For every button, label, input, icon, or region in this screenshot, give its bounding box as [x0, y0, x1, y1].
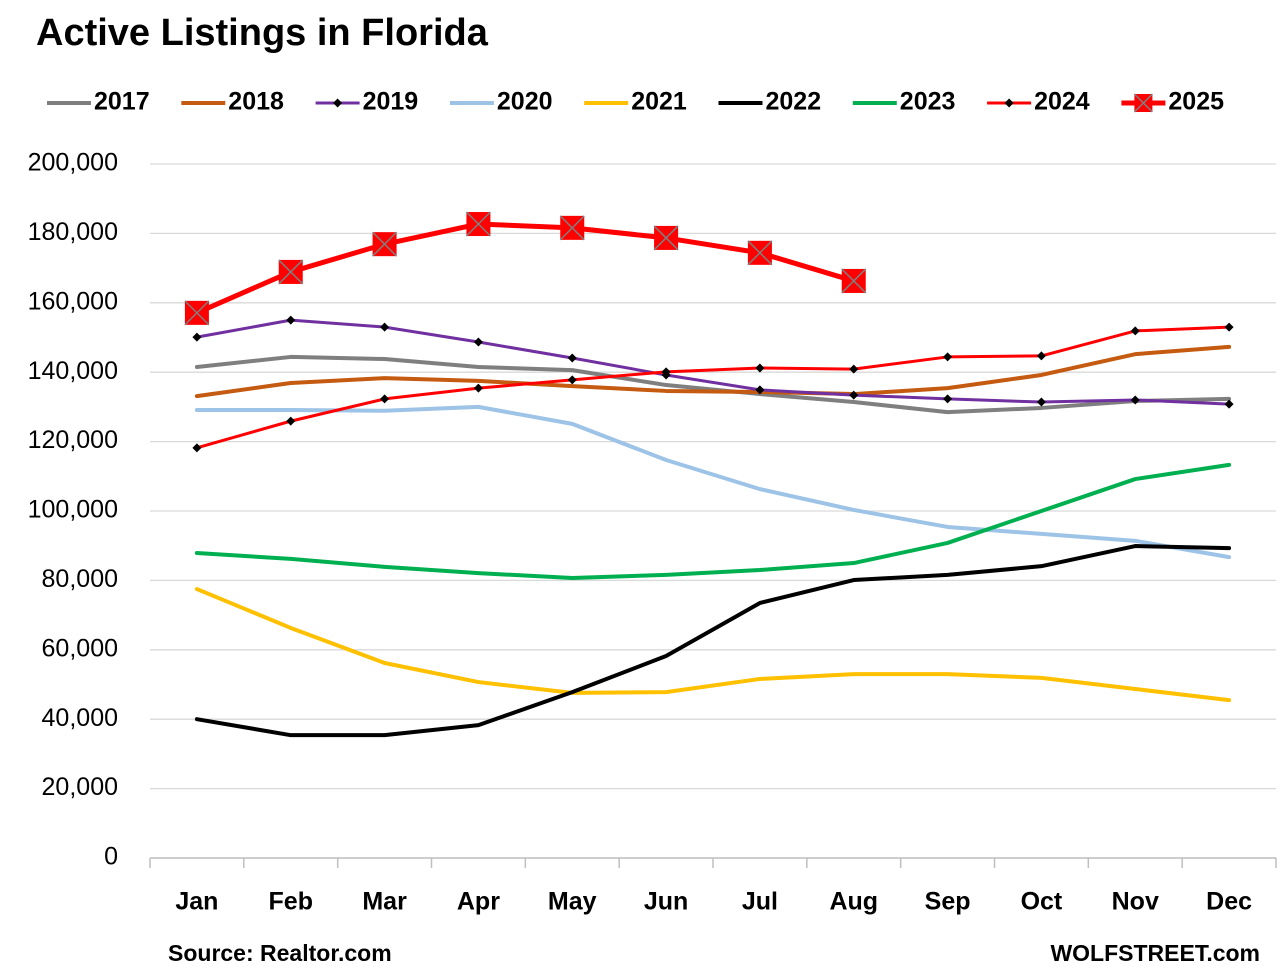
marker [661, 367, 671, 377]
marker [192, 332, 202, 342]
marker-cross [747, 240, 773, 266]
marker [1036, 351, 1046, 361]
marker [192, 443, 202, 453]
marker [849, 390, 859, 400]
marker [372, 231, 398, 257]
y-tick-label: 80,000 [42, 565, 118, 593]
legend-label: 2025 [1168, 88, 1224, 116]
legend-label: 2017 [94, 88, 150, 116]
legend-marker [333, 98, 343, 108]
source: Source: Realtor.com [168, 940, 392, 966]
marker-cross [841, 268, 867, 294]
marker [1036, 397, 1046, 407]
series-line [194, 221, 857, 316]
marker [755, 363, 765, 373]
marker [465, 211, 491, 237]
x-tick-label: Apr [457, 888, 500, 916]
series-line [194, 544, 1232, 738]
y-tick-label: 0 [104, 843, 118, 871]
legend-label: 2020 [497, 88, 553, 116]
chart-title: Active Listings in Florida [36, 12, 489, 54]
marker-cross [653, 225, 679, 251]
y-tick-label: 120,000 [28, 426, 118, 454]
legend-label: 2024 [1034, 88, 1090, 116]
legend-marker [1004, 98, 1014, 108]
y-tick-label: 200,000 [28, 149, 118, 177]
x-tick-label: Jul [742, 888, 778, 916]
marker [184, 300, 210, 326]
y-tick-label: 60,000 [42, 634, 118, 662]
marker [567, 353, 577, 363]
x-tick-label: May [548, 888, 597, 916]
marker [1130, 395, 1140, 405]
marker [286, 416, 296, 426]
series-line [194, 354, 1232, 415]
x-tick-label: Oct [1021, 888, 1063, 916]
y-tick-label: 40,000 [42, 704, 118, 732]
marker-cross [278, 259, 304, 285]
marker [559, 215, 585, 241]
marker [841, 268, 867, 294]
marker [380, 322, 390, 332]
marker-cross [184, 300, 210, 326]
marker [653, 225, 679, 251]
legend-label: 2018 [228, 88, 284, 116]
x-tick-label: Aug [829, 888, 878, 916]
y-tick-label: 20,000 [42, 773, 118, 801]
series-line [194, 404, 1232, 560]
marker [380, 394, 390, 404]
marker [943, 352, 953, 362]
x-tick-label: Jan [175, 888, 218, 916]
x-tick-label: Nov [1112, 888, 1159, 916]
legend-marker-cross [1133, 93, 1153, 113]
series-line [195, 318, 1231, 406]
marker [473, 383, 483, 393]
series-line [194, 587, 1232, 703]
marker [1130, 326, 1140, 336]
legend-label: 2021 [631, 88, 687, 116]
series-line [194, 462, 1232, 580]
legend-label: 2023 [900, 88, 956, 116]
marker-cross [559, 215, 585, 241]
marker [278, 259, 304, 285]
series-line [195, 325, 1231, 450]
marker [1224, 322, 1234, 332]
x-tick-label: Dec [1206, 888, 1252, 916]
marker [473, 337, 483, 347]
y-tick-label: 140,000 [28, 357, 118, 385]
marker-cross [465, 211, 491, 237]
marker [943, 394, 953, 404]
marker [849, 364, 859, 374]
x-tick-label: Jun [644, 888, 688, 916]
credit: WOLFSTREET.com [1050, 940, 1260, 966]
y-tick-label: 160,000 [28, 287, 118, 315]
y-tick-label: 100,000 [28, 496, 118, 524]
series-line [194, 344, 1232, 399]
marker [755, 385, 765, 395]
marker [286, 315, 296, 325]
x-tick-label: Mar [362, 888, 407, 916]
marker-cross [372, 231, 398, 257]
marker [1224, 399, 1234, 409]
x-tick-label: Sep [925, 888, 971, 916]
legend-label: 2022 [766, 88, 822, 116]
marker [567, 375, 577, 385]
legend-label: 2019 [363, 88, 419, 116]
x-tick-label: Feb [269, 888, 313, 916]
marker [747, 240, 773, 266]
y-tick-label: 180,000 [28, 218, 118, 246]
